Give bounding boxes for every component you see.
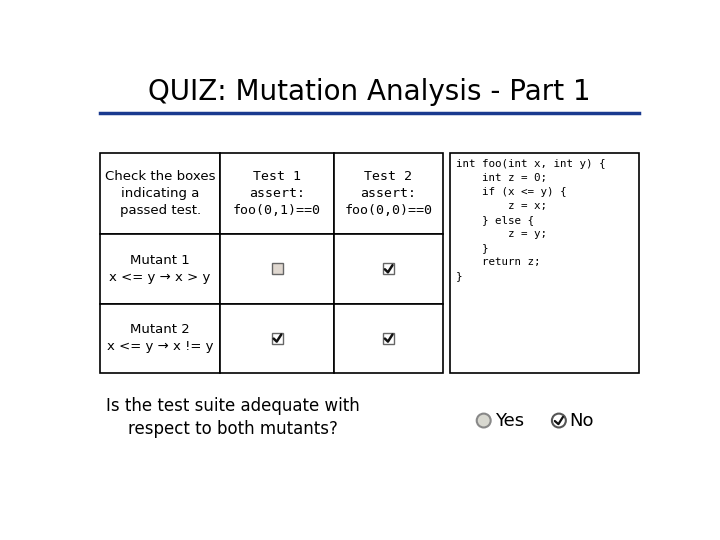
Text: Test 1
assert:
foo(0,1)==0: Test 1 assert: foo(0,1)==0 <box>233 170 321 217</box>
Text: Yes: Yes <box>495 411 523 429</box>
Bar <box>271 264 282 274</box>
Bar <box>271 333 282 343</box>
Bar <box>220 303 334 373</box>
Bar <box>100 153 220 234</box>
Text: Check the boxes
indicating a
passed test.: Check the boxes indicating a passed test… <box>105 170 215 217</box>
Text: Test 2
assert:
foo(0,0)==0: Test 2 assert: foo(0,0)==0 <box>344 170 433 217</box>
Circle shape <box>552 414 566 428</box>
Bar <box>100 303 220 373</box>
Text: Mutant 1
x <= y → x > y: Mutant 1 x <= y → x > y <box>109 254 211 284</box>
Bar <box>334 303 443 373</box>
Text: No: No <box>570 411 594 429</box>
Bar <box>334 234 443 303</box>
Text: int foo(int x, int y) {
    int z = 0;
    if (x <= y) {
        z = x;
    } el: int foo(int x, int y) { int z = 0; if (x… <box>456 159 606 281</box>
Text: Mutant 2
x <= y → x != y: Mutant 2 x <= y → x != y <box>107 323 213 353</box>
Circle shape <box>477 414 490 428</box>
Bar <box>220 234 334 303</box>
Text: Is the test suite adequate with
respect to both mutants?: Is the test suite adequate with respect … <box>107 397 360 438</box>
Bar <box>100 234 220 303</box>
Bar <box>383 264 394 274</box>
Bar <box>451 153 639 373</box>
Text: QUIZ: Mutation Analysis - Part 1: QUIZ: Mutation Analysis - Part 1 <box>148 78 590 106</box>
Bar <box>334 153 443 234</box>
Bar <box>383 333 394 343</box>
Bar <box>220 153 334 234</box>
